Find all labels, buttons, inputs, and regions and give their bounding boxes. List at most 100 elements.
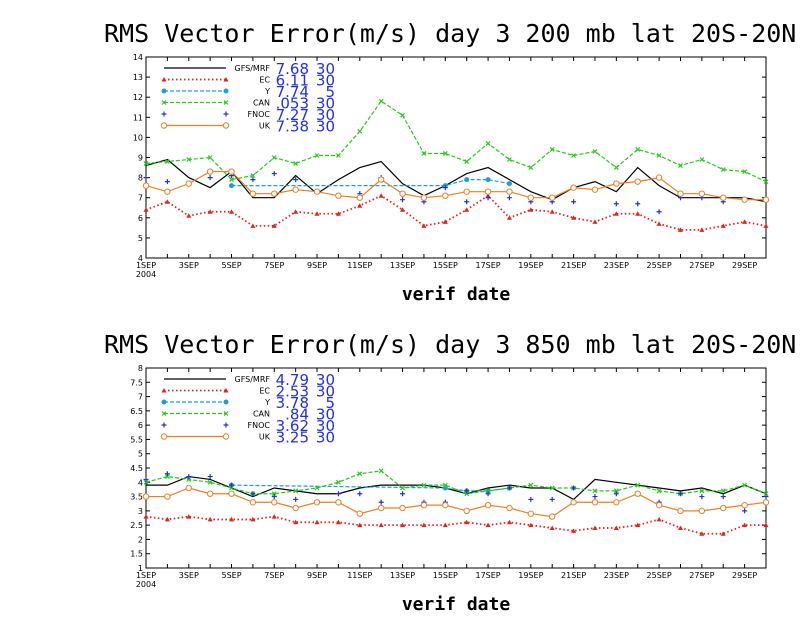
marker-plus (613, 201, 619, 207)
marker-x (161, 411, 167, 416)
marker-x (143, 161, 149, 166)
marker-triangle (549, 525, 555, 530)
marker-x (164, 159, 170, 164)
marker-plus (164, 179, 170, 185)
x-tick-label: 1SEP (136, 261, 156, 270)
marker-x (357, 128, 363, 134)
marker-circle (399, 190, 406, 197)
y-tick-label: 14 (133, 53, 143, 62)
marker-plus (677, 491, 683, 497)
marker-dot (506, 181, 512, 187)
marker-triangle (442, 219, 448, 224)
marker-x (485, 488, 491, 494)
x-tick-label: 27SEP (689, 571, 714, 580)
marker-circle (698, 190, 706, 197)
legend-label: EC (259, 76, 270, 85)
marker-triangle (656, 221, 662, 226)
legend-count: 30 (316, 417, 335, 435)
marker-x (378, 98, 384, 104)
marker-triangle (528, 522, 534, 528)
marker-x (442, 151, 448, 156)
x-tick-label: 21SEP (561, 571, 586, 580)
legend-count: 30 (316, 95, 335, 113)
marker-dot (223, 88, 229, 94)
marker-x (763, 491, 769, 497)
marker-x (186, 157, 192, 162)
series-y (229, 482, 512, 494)
marker-circle (249, 499, 257, 506)
x-tick-label: 19SEP (518, 571, 543, 580)
marker-circle (634, 178, 641, 185)
legend-stat: 7.27 (276, 106, 309, 124)
legend-count: 30 (316, 60, 335, 78)
marker-plus (742, 508, 748, 514)
y-tick-label: 8 (138, 174, 143, 183)
marker-circle (377, 176, 385, 183)
marker-plus (143, 175, 149, 181)
marker-circle (164, 493, 171, 500)
marker-plus (271, 494, 277, 500)
marker-x (271, 155, 277, 160)
x-tick-label: 29SEP (732, 571, 757, 580)
marker-circle (420, 194, 428, 201)
marker-x (271, 491, 277, 497)
series-uk (142, 484, 770, 520)
x-tick-label: 5SEP (221, 571, 241, 580)
marker-circle (741, 196, 748, 203)
marker-circle (142, 493, 150, 500)
marker-triangle (164, 516, 170, 522)
marker-circle (549, 513, 556, 520)
marker-circle (613, 499, 620, 506)
legend-stat: 7.74 (276, 83, 309, 101)
marker-dot (464, 177, 470, 183)
marker-triangle (400, 522, 406, 528)
y-tick-label: 1.5 (130, 550, 143, 559)
marker-plus (357, 491, 363, 497)
marker-triangle (635, 522, 641, 528)
legend-stat: .84 (285, 406, 309, 424)
series-line (145, 158, 767, 203)
marker-triangle (207, 209, 213, 214)
marker-plus (464, 488, 470, 494)
marker-circle (164, 188, 171, 195)
marker-triangle (271, 223, 277, 228)
marker-x (549, 147, 555, 152)
marker-dot (223, 399, 229, 405)
marker-plus (250, 491, 256, 497)
marker-plus (400, 197, 406, 203)
marker-triangle (742, 219, 748, 224)
y-tick-label: 3.5 (130, 493, 143, 502)
marker-triangle (592, 525, 598, 530)
series-fnoc (143, 471, 769, 514)
marker-triangle (229, 209, 235, 214)
marker-triangle (506, 519, 512, 525)
legend-entry (161, 399, 229, 405)
marker-triangle (378, 522, 384, 528)
marker-triangle (223, 388, 229, 393)
marker-x (161, 100, 167, 105)
marker-plus (293, 496, 299, 502)
marker-circle (463, 507, 470, 515)
marker-triangle (464, 519, 470, 525)
marker-plus (656, 209, 662, 215)
legend-stat: 3.25 (276, 429, 309, 447)
legend-count: 30 (316, 429, 335, 447)
legend-label: UK (259, 122, 271, 131)
legend-stat: 4.79 (276, 371, 309, 389)
marker-plus (207, 474, 213, 480)
marker-dot (485, 177, 491, 183)
series-line (145, 194, 767, 231)
series-line (146, 475, 767, 501)
marker-circle (655, 501, 663, 509)
marker-x (378, 468, 384, 474)
marker-plus (464, 199, 470, 205)
chart-title: RMS Vector Error(m/s) day 3 200 mb lat 2… (104, 19, 796, 48)
legend-count: 30 (316, 106, 335, 124)
marker-plus (223, 422, 229, 428)
marker-plus (720, 494, 726, 500)
marker-triangle (613, 211, 619, 216)
legend-label: CAN (253, 410, 270, 419)
marker-circle (292, 186, 299, 193)
marker-x (223, 411, 229, 416)
chart-title: RMS Vector Error(m/s) day 3 850 mb lat 2… (104, 330, 796, 359)
